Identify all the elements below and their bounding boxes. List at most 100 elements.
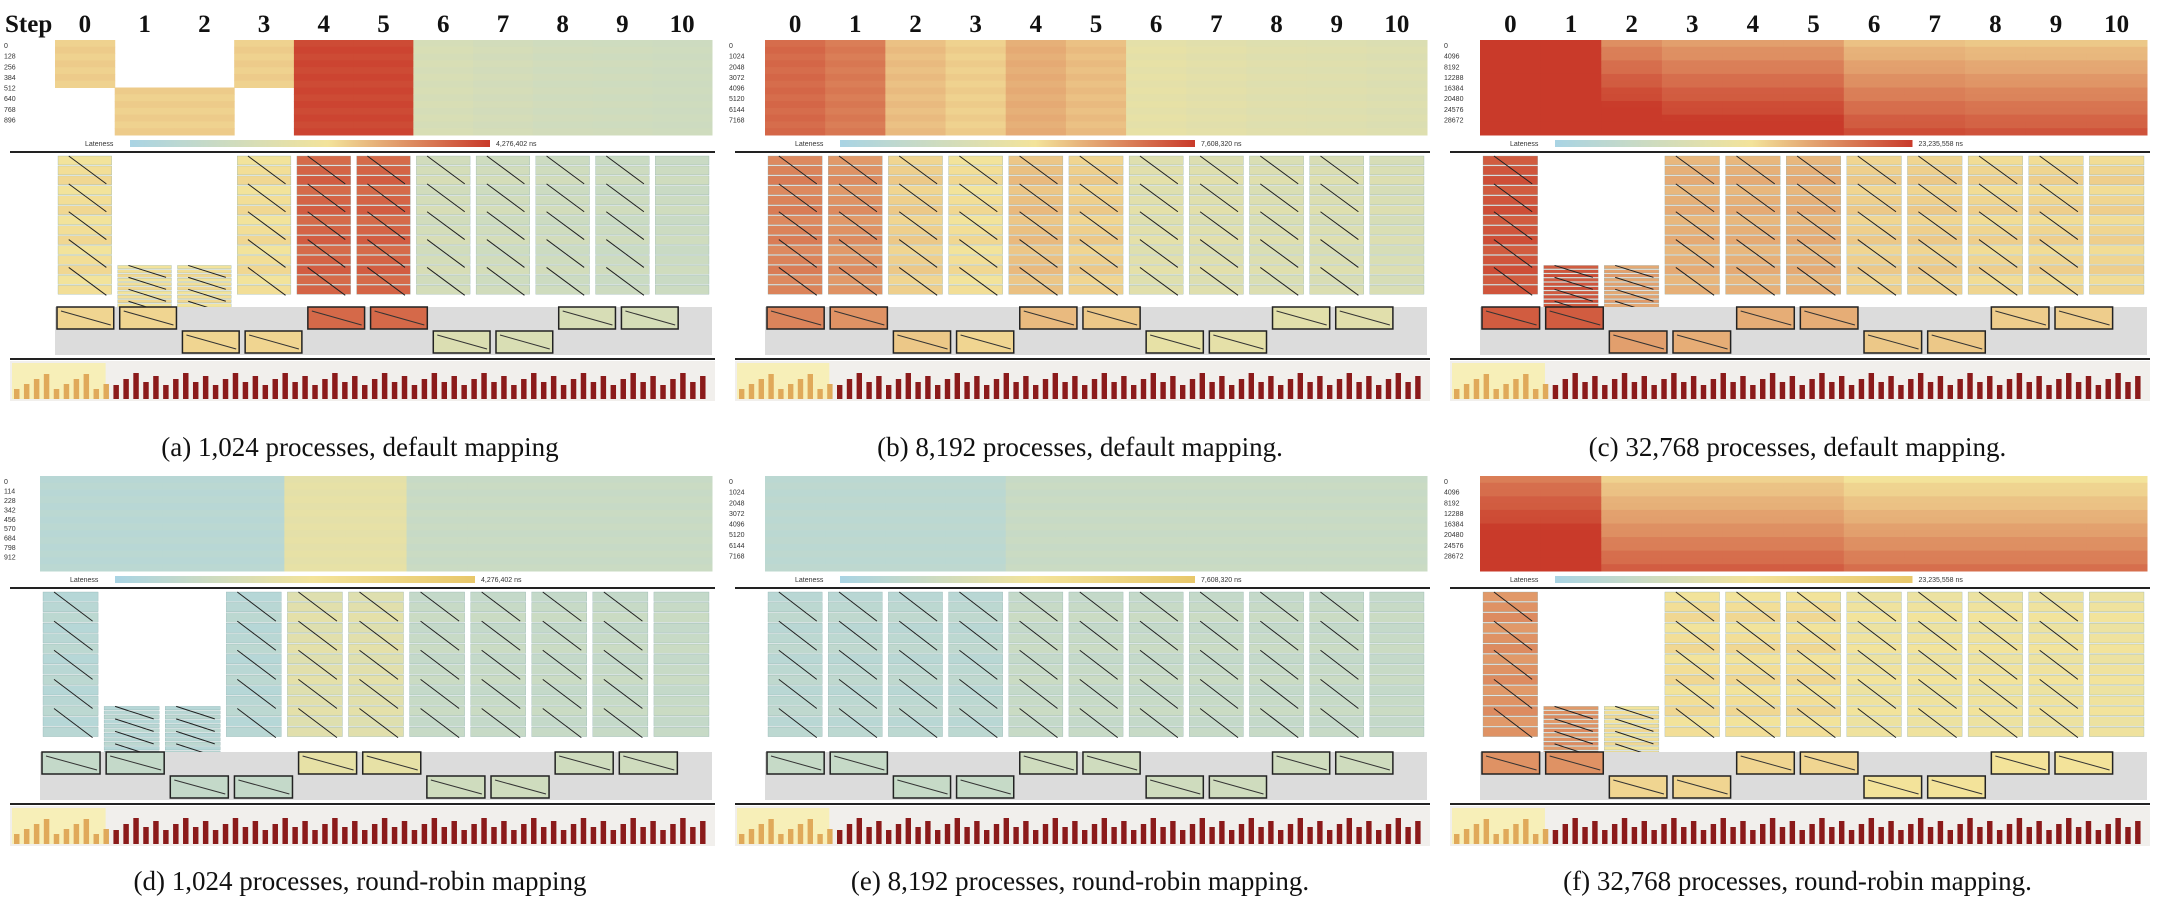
graph-edge <box>838 620 878 651</box>
graph-block <box>592 591 649 602</box>
graph-block <box>1725 643 1781 654</box>
timeline-bar <box>421 824 428 844</box>
heat-cell <box>885 557 947 565</box>
graph-block <box>1846 602 1902 612</box>
graph-edge <box>1199 155 1239 185</box>
graph-edge <box>1139 267 1179 296</box>
timeline-bar <box>1405 827 1411 844</box>
graph-block <box>2089 716 2145 727</box>
heat-cell <box>345 557 408 565</box>
heat-cell <box>1783 73 1845 82</box>
heat-cell <box>652 80 713 88</box>
graph-block <box>1369 727 1425 737</box>
heat-cell <box>1480 530 1542 538</box>
timeline-bar <box>2075 827 2082 844</box>
timeline-bar <box>1858 379 1865 399</box>
heat-cell <box>825 496 886 504</box>
timeline-bar <box>1463 384 1470 399</box>
graph-block <box>409 602 465 612</box>
graph-block <box>475 195 530 205</box>
graph-block <box>1128 706 1184 716</box>
heat-cell <box>467 476 530 484</box>
heat-cell <box>293 67 355 75</box>
graph-block <box>1189 633 1244 644</box>
graph-block <box>1725 255 1781 265</box>
heat-cell <box>1843 564 1905 572</box>
timeline-bar <box>33 824 40 844</box>
graph-block <box>1725 225 1781 235</box>
heat-cell <box>1480 94 1542 102</box>
graph-block <box>1967 195 2023 205</box>
graph-block <box>1967 175 2023 185</box>
graph-block <box>2089 685 2145 696</box>
graph-block <box>828 695 883 706</box>
graph-block <box>828 245 883 255</box>
row-tick: 8192 <box>1444 500 1460 507</box>
graph-edge <box>2039 591 2079 622</box>
heat-cell <box>1306 73 1368 82</box>
graph-block <box>1907 602 1963 612</box>
heat-cell <box>1965 101 2027 109</box>
heat-cell <box>532 67 594 75</box>
timeline-bar <box>1908 379 1914 399</box>
graph-block <box>1907 175 1963 185</box>
graph-block <box>1189 175 1244 185</box>
heat-cell <box>293 40 355 48</box>
aggregate-edge <box>123 310 174 326</box>
heat-cell <box>1783 509 1845 518</box>
graph-block <box>1604 746 1660 751</box>
heat-cell <box>2025 564 2087 572</box>
row-tick: 912 <box>4 555 16 562</box>
graph-edge <box>176 705 215 720</box>
heat-cell <box>885 564 947 572</box>
graph-block <box>103 715 160 719</box>
graph-block <box>296 155 351 166</box>
graph-block <box>1786 654 1841 664</box>
graph-edge <box>420 620 460 651</box>
graph-block <box>287 602 343 612</box>
heat-cell <box>825 530 886 538</box>
heat-cell <box>1366 40 1428 48</box>
timeline-bar <box>332 373 338 399</box>
graph-edge <box>1736 267 1776 296</box>
graph-edge <box>1079 267 1118 296</box>
graph-edge <box>605 155 645 185</box>
heat-cell <box>223 496 285 504</box>
graph-block <box>888 225 943 235</box>
graph-block <box>475 255 530 265</box>
timeline-bar <box>1327 830 1333 844</box>
graph-edge <box>1736 155 1776 185</box>
heat-cell <box>234 67 295 75</box>
heat-cell <box>162 476 224 484</box>
graph-edge <box>1978 678 2018 709</box>
graph-block <box>1786 265 1841 275</box>
heat-cell <box>1480 496 1542 504</box>
graph-block <box>1725 706 1781 716</box>
heat-cell <box>1186 509 1247 518</box>
graph-block <box>1369 285 1425 295</box>
heat-cell <box>293 101 355 109</box>
heat-cell <box>1065 557 1127 565</box>
timeline-bar <box>362 830 368 844</box>
heat-cell <box>1540 87 1602 95</box>
heat-cell <box>589 557 652 565</box>
heat-cell <box>1065 121 1127 129</box>
aggregate-edge <box>494 779 547 795</box>
graph-edge <box>1675 155 1715 185</box>
heat-cell <box>1783 121 1845 129</box>
heat-cell <box>1722 557 1784 565</box>
graph-block <box>888 255 943 265</box>
heat-cell <box>413 128 474 136</box>
graph-block <box>948 675 1003 685</box>
graph-edge <box>1019 211 1058 240</box>
graph-block <box>1249 205 1304 215</box>
heat-cell <box>592 87 653 95</box>
graph-block <box>828 602 883 612</box>
graph-edge <box>1079 211 1118 240</box>
graph-block <box>42 675 99 685</box>
heat-cell <box>467 496 530 504</box>
step-label: 8 <box>1270 11 1283 38</box>
heat-cell <box>592 101 653 109</box>
graph-edge <box>426 239 466 268</box>
graph-block <box>1369 664 1425 675</box>
